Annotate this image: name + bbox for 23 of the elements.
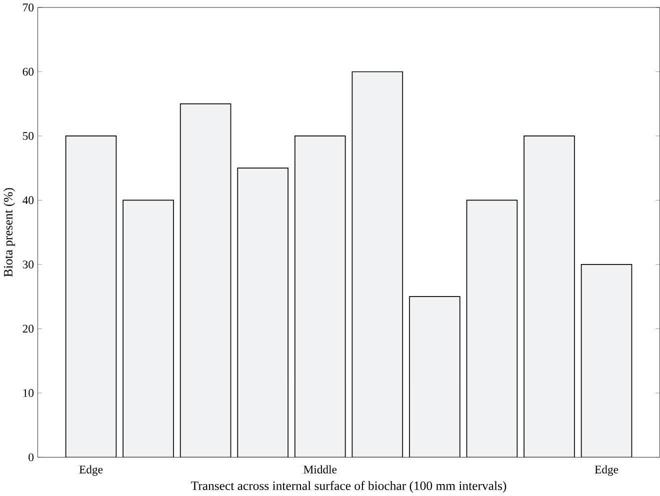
bar: [65, 135, 117, 458]
y-tick-label: 0: [28, 453, 34, 462]
bar: [237, 168, 288, 458]
y-tick-label: 40: [22, 196, 34, 204]
x-tick-label: Middle: [304, 465, 337, 474]
y-axis-title: Biota present (%): [4, 188, 16, 277]
bar: [352, 71, 404, 458]
bar: [524, 135, 575, 458]
y-tick-label: 30: [22, 260, 34, 268]
y-tick-label: 50: [23, 132, 34, 140]
bar: [122, 200, 174, 458]
y-tick-label: 10: [23, 388, 34, 397]
bar: [180, 103, 232, 458]
bar: [409, 296, 460, 458]
x-tick-label: Edge: [594, 465, 618, 476]
x-tick-label: Edge: [79, 465, 103, 476]
y-tick-label: 60: [22, 68, 34, 76]
y-tick-label: 70: [23, 3, 34, 12]
bar: [294, 135, 346, 458]
bar: [580, 264, 632, 458]
y-tick-label: 20: [22, 324, 34, 333]
bar: [466, 200, 518, 458]
x-axis-title: Transect across internal surface of biochar (100 mm intervals): [191, 480, 506, 493]
